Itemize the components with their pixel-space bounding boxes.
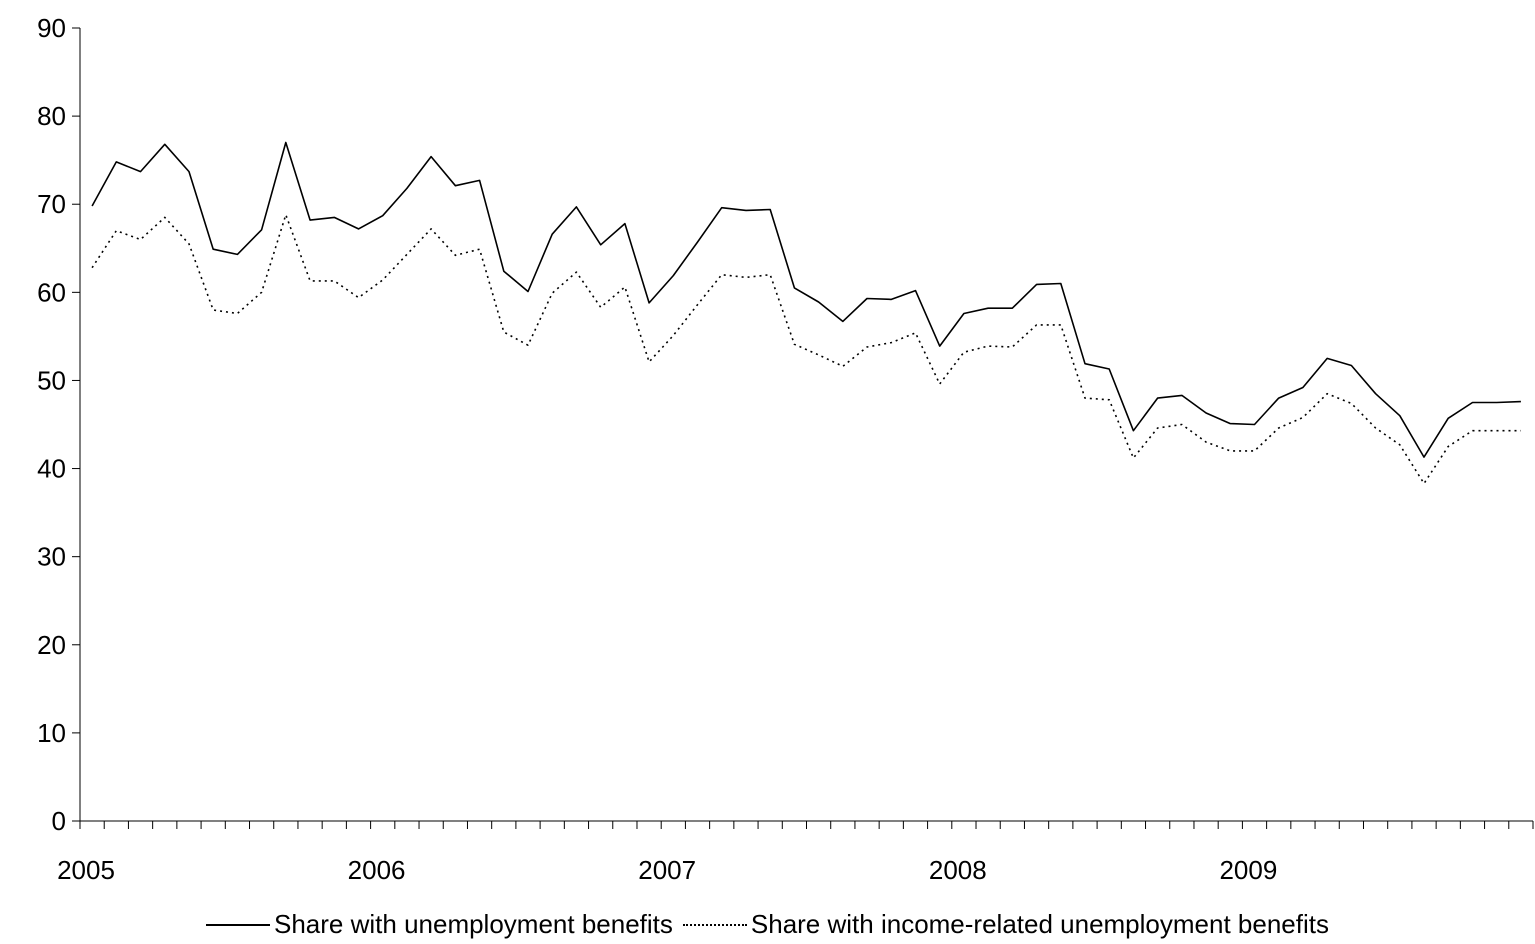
- y-tick-label: 60: [37, 277, 66, 307]
- y-tick-label: 80: [37, 101, 66, 131]
- legend-dotted-line-swatch: [682, 924, 747, 926]
- legend-item-unemployment-benefits: Share with unemployment benefits: [206, 909, 673, 940]
- y-tick-label: 30: [37, 542, 66, 572]
- series-line-income-related-benefits: [91, 214, 1521, 485]
- x-tick-label: 2007: [638, 855, 696, 885]
- y-tick-label: 50: [37, 365, 66, 395]
- x-tick-label: 2008: [929, 855, 987, 885]
- x-axis: 2005 2006 2007 2008 2009: [57, 820, 1534, 885]
- line-chart: 0 10 20 30 40 50 60 70 80 90 2005 2006 2007 2008 2009: [37, 13, 1534, 885]
- y-tick-label: 10: [37, 718, 66, 748]
- legend-solid-line-swatch: [206, 924, 270, 926]
- y-tick-label: 90: [37, 13, 66, 43]
- legend: Share with unemployment benefits Share w…: [0, 904, 1535, 944]
- legend-label: Share with income-related unemployment b…: [750, 908, 1329, 939]
- y-axis: 0 10 20 30 40 50 60 70 80 90: [37, 13, 81, 836]
- x-tick-label: 2006: [348, 855, 406, 885]
- series-line-unemployment-benefits: [91, 141, 1521, 458]
- x-tick-label: 2005: [57, 855, 115, 885]
- y-tick-label: 20: [37, 630, 66, 660]
- y-tick-label: 0: [52, 806, 66, 836]
- legend-label: Share with unemployment benefits: [274, 908, 673, 939]
- series-lines: [91, 141, 1521, 485]
- y-tick-label: 70: [37, 189, 66, 219]
- x-tick-label: 2009: [1219, 855, 1277, 885]
- legend-item-income-related-benefits: Share with income-related unemployment b…: [682, 908, 1329, 940]
- y-tick-label: 40: [37, 454, 66, 484]
